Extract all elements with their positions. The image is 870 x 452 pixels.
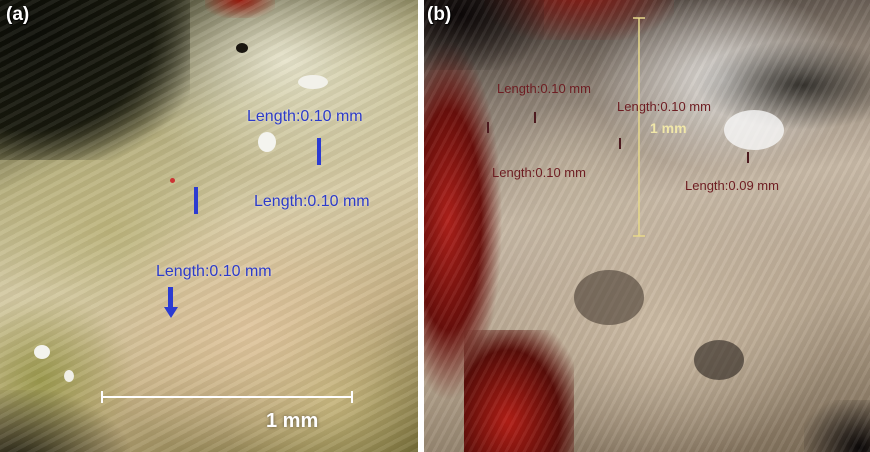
measurement-tick xyxy=(534,112,536,123)
measurement-tick xyxy=(487,122,489,133)
measurement-label: Length:0.10 mm xyxy=(254,193,370,210)
dark-region xyxy=(0,0,190,160)
growth-bands xyxy=(424,0,870,452)
measurement-tick xyxy=(619,138,621,149)
panel-label-a: (a) xyxy=(6,4,30,25)
red-speck xyxy=(170,178,175,183)
white-speck xyxy=(34,345,50,359)
dark-region xyxy=(424,0,544,70)
measurement-tick xyxy=(317,138,321,165)
dark-region xyxy=(804,400,870,452)
measurement-label: Length:0.09 mm xyxy=(685,178,779,193)
white-speck xyxy=(64,370,74,382)
scale-bar xyxy=(101,391,353,403)
measurement-label: Length:0.10 mm xyxy=(156,263,272,280)
micrograph-panel-a: (a) Length:0.10 mm Length:0.10 mm Length… xyxy=(0,0,418,452)
measurement-label: Length:0.10 mm xyxy=(492,165,586,180)
dark-region xyxy=(0,390,130,452)
measurement-label: Length:0.10 mm xyxy=(617,99,711,114)
dark-speck xyxy=(574,270,644,325)
measurement-tick xyxy=(747,152,749,163)
dark-speck xyxy=(694,340,744,380)
micrograph-panel-b: (b) Length:0.10 mm Length:0.10 mm Length… xyxy=(424,0,870,452)
red-region xyxy=(205,0,275,18)
red-region xyxy=(464,330,574,452)
scale-bar xyxy=(633,17,645,237)
white-speck xyxy=(298,75,328,89)
panel-divider xyxy=(418,0,424,452)
panel-label-b: (b) xyxy=(427,4,452,25)
scale-bar-label: 1 mm xyxy=(266,410,319,432)
measurement-label: Length:0.10 mm xyxy=(497,81,591,96)
white-speck xyxy=(724,110,784,150)
dark-region xyxy=(694,40,870,130)
dark-speck xyxy=(236,43,248,53)
growth-bands xyxy=(0,0,418,452)
measurement-tick xyxy=(194,187,198,214)
measurement-label: Length:0.10 mm xyxy=(247,108,363,125)
white-speck xyxy=(258,132,276,152)
measurement-arrow-icon xyxy=(164,287,178,318)
scale-bar-label: 1 mm xyxy=(650,120,687,136)
